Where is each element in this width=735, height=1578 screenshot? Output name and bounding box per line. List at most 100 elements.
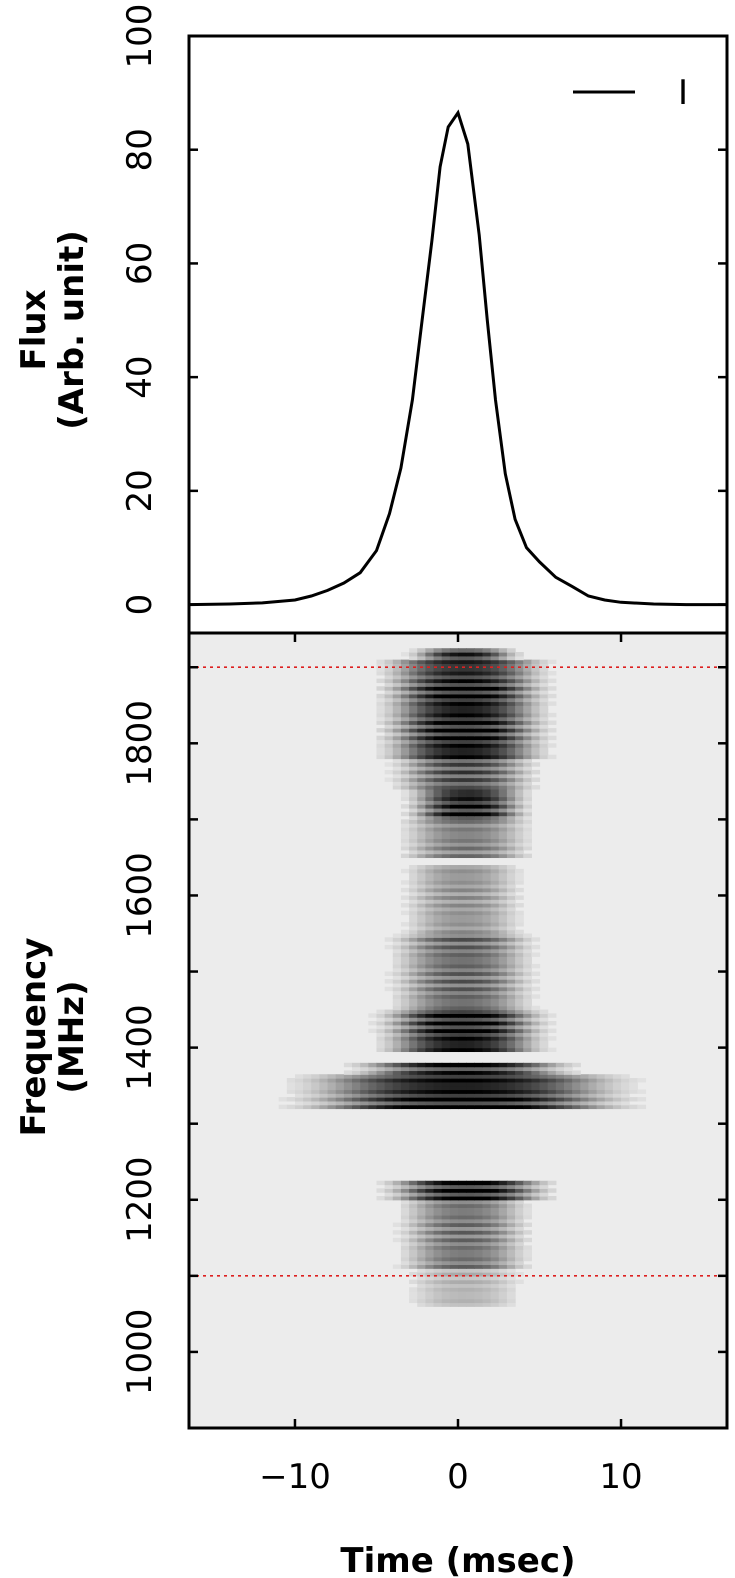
heatmap-cell	[400, 1009, 410, 1014]
heatmap-cell	[490, 1195, 500, 1201]
heatmap-cell	[417, 796, 426, 801]
heatmap-cell	[523, 1078, 532, 1083]
heatmap-cell	[498, 785, 508, 790]
heatmap-cell	[425, 800, 435, 805]
heatmap-cell	[482, 1028, 492, 1033]
heatmap-cell	[449, 823, 459, 828]
heatmap-cell	[506, 701, 516, 706]
flux-line-I	[189, 109, 727, 607]
heatmap-cell	[343, 1078, 353, 1083]
heatmap-cell	[449, 827, 459, 832]
heatmap-cell	[506, 1024, 516, 1030]
heatmap-cell	[523, 948, 532, 954]
heatmap-cell	[425, 1226, 435, 1231]
heatmap-cell	[392, 1078, 402, 1083]
heatmap-cell	[498, 1264, 508, 1269]
heatmap-cell	[474, 762, 484, 767]
heatmap-cell	[433, 1203, 443, 1208]
heatmap-cell	[498, 773, 508, 779]
heatmap-cell	[523, 1032, 532, 1037]
heatmap-cell	[515, 739, 524, 744]
heatmap-cell	[425, 682, 435, 687]
heatmap-cell	[506, 693, 516, 699]
heatmap-cell	[400, 777, 410, 782]
heatmap-cell	[441, 1249, 451, 1254]
heatmap-cell	[498, 766, 508, 771]
heatmap-cell	[441, 728, 451, 733]
heatmap-cell	[506, 1062, 516, 1068]
heatmap-cell	[515, 922, 524, 927]
heatmap-cell	[425, 796, 435, 801]
heatmap-cell	[449, 1230, 459, 1235]
heatmap-cell	[539, 667, 549, 672]
heatmap-cell	[498, 903, 508, 908]
heatmap-cell	[441, 868, 451, 874]
heatmap-cell	[580, 1100, 590, 1106]
heatmap-cell	[458, 1298, 467, 1304]
heatmap-cell	[490, 663, 500, 668]
heatmap-cell	[400, 1089, 410, 1094]
heatmap-cell	[286, 1097, 296, 1102]
heatmap-cell	[490, 678, 500, 684]
heatmap-cell	[482, 800, 492, 805]
heatmap-cell	[425, 994, 435, 999]
heatmap-cell	[466, 1222, 475, 1227]
heatmap-cell	[474, 1078, 484, 1083]
heatmap-cell	[441, 804, 451, 809]
heatmap-cell	[449, 990, 459, 995]
heatmap-cell	[506, 682, 516, 687]
heatmap-cell	[531, 979, 541, 984]
heatmap-cell	[515, 1104, 524, 1110]
heatmap-cell	[392, 781, 402, 786]
heatmap-cell	[409, 872, 418, 878]
heatmap-cell	[433, 1020, 443, 1026]
heatmap-cell	[368, 1020, 378, 1026]
heatmap-cell	[425, 967, 435, 973]
heatmap-cell	[433, 1199, 443, 1205]
heatmap-cell	[506, 830, 516, 836]
heatmap-cell	[392, 663, 402, 668]
heatmap-cell	[449, 766, 459, 771]
heatmap-cell	[515, 655, 524, 661]
heatmap-cell	[474, 697, 484, 703]
heatmap-cell	[433, 735, 443, 741]
heatmap-cell	[531, 1020, 541, 1026]
heatmap-cell	[506, 1028, 516, 1033]
heatmap-cell	[458, 986, 467, 992]
heatmap-cell	[376, 697, 386, 703]
heatmap-cell	[490, 1260, 500, 1266]
heatmap-cell	[539, 709, 549, 714]
heatmap-cell	[506, 1188, 516, 1193]
heatmap-cell	[515, 1089, 524, 1094]
heatmap-cell	[531, 720, 541, 725]
heatmap-cell	[515, 838, 524, 843]
heatmap-cell	[449, 800, 459, 805]
heatmap-cell	[506, 1017, 516, 1022]
heatmap-cell	[498, 1040, 508, 1045]
heatmap-cell	[368, 1078, 378, 1083]
heatmap-cell	[343, 1074, 353, 1079]
heatmap-cell	[319, 1078, 329, 1083]
heatmap-cell	[417, 678, 426, 684]
heatmap-cell	[425, 811, 435, 817]
heatmap-cell	[580, 1074, 590, 1079]
heatmap-cell	[515, 1272, 524, 1277]
heatmap-cell	[482, 1302, 492, 1307]
heatmap-cell	[523, 1214, 532, 1220]
heatmap-cell	[425, 1279, 435, 1285]
heatmap-cell	[409, 1100, 418, 1106]
heatmap-cell	[449, 895, 459, 900]
heatmap-cell	[392, 690, 402, 695]
heatmap-cell	[515, 1260, 524, 1266]
heatmap-cell	[449, 891, 459, 897]
heatmap-cell	[417, 998, 426, 1003]
heatmap-cell	[466, 1298, 475, 1304]
heatmap-cell	[531, 1085, 541, 1091]
heatmap-cell	[572, 1062, 581, 1068]
heatmap-cell	[482, 914, 492, 919]
heatmap-cell	[433, 701, 443, 706]
heatmap-cell	[400, 960, 410, 965]
heatmap-cell	[433, 1040, 443, 1045]
heatmap-cell	[474, 853, 484, 859]
heatmap-cell	[498, 967, 508, 973]
